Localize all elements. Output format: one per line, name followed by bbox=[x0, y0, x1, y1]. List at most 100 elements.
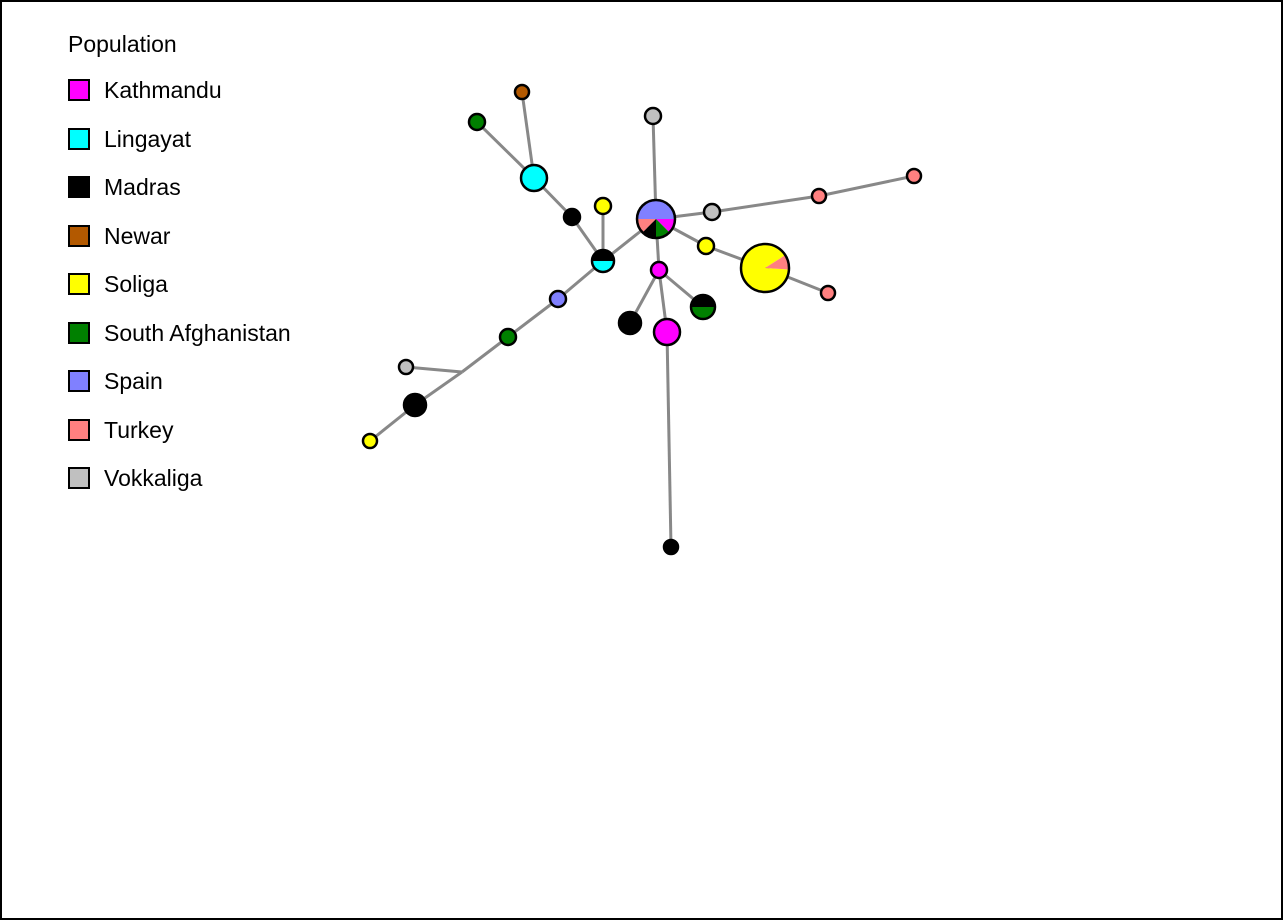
legend-item-turkey: Turkey bbox=[68, 406, 291, 455]
legend-swatch-turkey bbox=[68, 418, 90, 441]
legend-swatch-soliga bbox=[68, 273, 90, 296]
node-outline bbox=[548, 289, 568, 309]
node-outline bbox=[649, 260, 669, 280]
haplotype-node bbox=[689, 293, 717, 321]
node-outline bbox=[562, 207, 582, 227]
legend-label-kathmandu: Kathmandu bbox=[104, 77, 222, 104]
node-outline bbox=[467, 112, 487, 132]
node-outline bbox=[905, 167, 923, 185]
haplotype-node bbox=[739, 242, 791, 294]
node-outline bbox=[498, 327, 518, 347]
legend-label-vokkaliga: Vokkaliga bbox=[104, 465, 203, 492]
haplotype-node bbox=[662, 538, 680, 556]
node-outline bbox=[519, 163, 549, 193]
haplotype-node bbox=[593, 196, 613, 216]
node-slice bbox=[399, 360, 413, 374]
node-slice bbox=[515, 85, 529, 99]
node-slice bbox=[619, 312, 641, 334]
legend-swatch-kathmandu bbox=[68, 79, 90, 102]
node-slice bbox=[500, 329, 516, 345]
node-outline bbox=[652, 317, 682, 347]
node-slice bbox=[637, 219, 656, 233]
node-outline bbox=[593, 196, 613, 216]
network-edge bbox=[665, 331, 673, 548]
node-outline bbox=[643, 106, 663, 126]
node-slice bbox=[363, 434, 377, 448]
haplotype-node bbox=[498, 327, 518, 347]
legend-item-south-afghanistan: South Afghanistan bbox=[68, 309, 291, 358]
node-slice bbox=[704, 204, 720, 220]
node-outline bbox=[402, 392, 428, 418]
node-slice bbox=[651, 262, 667, 278]
node-slice bbox=[698, 238, 714, 254]
node-outline bbox=[689, 293, 717, 321]
node-slice bbox=[664, 540, 678, 554]
legend-label-madras: Madras bbox=[104, 174, 181, 201]
legend-label-turkey: Turkey bbox=[104, 416, 174, 443]
haplotype-node bbox=[643, 106, 663, 126]
node-outline bbox=[702, 202, 722, 222]
legend-item-madras: Madras bbox=[68, 163, 291, 212]
legend-title: Population bbox=[68, 31, 177, 57]
legend-label-south-afghanistan: South Afghanistan bbox=[104, 319, 291, 346]
node-slice bbox=[637, 200, 656, 219]
legend-item-lingayat: Lingayat bbox=[68, 115, 291, 164]
network-edge bbox=[711, 194, 820, 214]
network-edge bbox=[520, 91, 536, 179]
node-slice bbox=[404, 394, 426, 416]
haplotype-node bbox=[562, 207, 582, 227]
node-outline bbox=[662, 538, 680, 556]
node-slice bbox=[550, 291, 566, 307]
node-outline bbox=[397, 358, 415, 376]
haplotype-node bbox=[361, 432, 379, 450]
legend-label-soliga: Soliga bbox=[104, 271, 168, 298]
legend-item-soliga: Soliga bbox=[68, 260, 291, 309]
legend-item-kathmandu: Kathmandu bbox=[68, 66, 291, 115]
node-slice bbox=[654, 319, 680, 345]
node-outline bbox=[513, 83, 531, 101]
node-slice bbox=[907, 169, 921, 183]
node-slice bbox=[564, 209, 580, 225]
node-slice bbox=[469, 114, 485, 130]
haplotype-node bbox=[548, 289, 568, 309]
network-edge bbox=[507, 297, 559, 339]
haplotype-node bbox=[810, 187, 828, 205]
haplotype-node bbox=[652, 317, 682, 347]
node-slice bbox=[741, 244, 789, 293]
node-outline bbox=[696, 236, 716, 256]
haplotype-node bbox=[402, 392, 428, 418]
haplotype-node bbox=[702, 202, 722, 222]
node-outline bbox=[635, 198, 677, 240]
node-slice bbox=[656, 219, 670, 238]
haplotype-node bbox=[649, 260, 669, 280]
haplotype-node bbox=[397, 358, 415, 376]
node-outline bbox=[819, 284, 837, 302]
haplotype-node bbox=[819, 284, 837, 302]
legend-item-vokkaliga: Vokkaliga bbox=[68, 454, 291, 503]
haplotype-node bbox=[696, 236, 716, 256]
node-slice bbox=[765, 255, 789, 270]
network-edge bbox=[461, 335, 509, 374]
legend-swatch-lingayat bbox=[68, 127, 90, 150]
node-outline bbox=[739, 242, 791, 294]
haplotype-node bbox=[635, 198, 677, 240]
node-slice bbox=[812, 189, 826, 203]
node-slice bbox=[656, 219, 675, 233]
legend-item-spain: Spain bbox=[68, 357, 291, 406]
node-slice bbox=[656, 200, 675, 219]
haplotype-node bbox=[617, 310, 643, 336]
node-outline bbox=[590, 248, 616, 274]
haplotype-node bbox=[905, 167, 923, 185]
haplotype-node bbox=[467, 112, 487, 132]
legend-label-spain: Spain bbox=[104, 368, 163, 395]
node-slice bbox=[595, 198, 611, 214]
node-outline bbox=[617, 310, 643, 336]
haplotype-node bbox=[590, 248, 616, 274]
node-slice bbox=[645, 108, 661, 124]
node-outline bbox=[810, 187, 828, 205]
legend-swatch-vokkaliga bbox=[68, 467, 90, 490]
node-slice bbox=[642, 219, 656, 238]
legend-swatch-madras bbox=[68, 176, 90, 199]
legend-label-lingayat: Lingayat bbox=[104, 125, 191, 152]
